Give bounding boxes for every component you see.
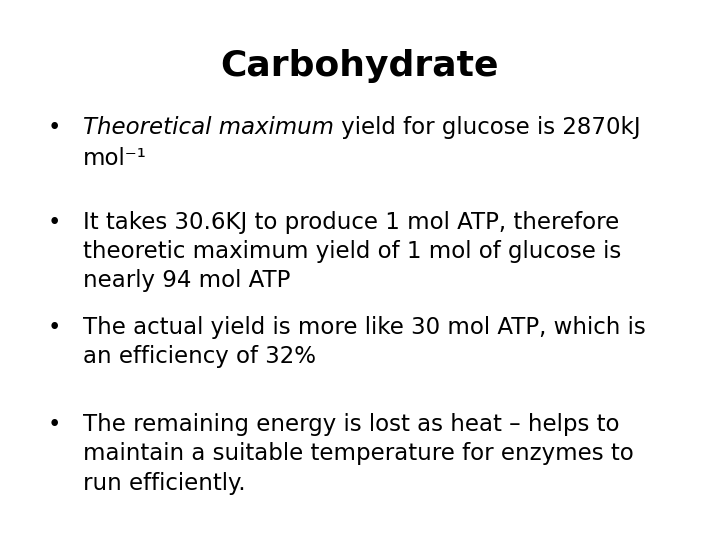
Text: It takes 30.6KJ to produce 1 mol ATP, therefore
theoretic maximum yield of 1 mol: It takes 30.6KJ to produce 1 mol ATP, th… [83,211,621,292]
Text: The actual yield is more like 30 mol ATP, which is
an efficiency of 32%: The actual yield is more like 30 mol ATP… [83,316,646,368]
Text: Carbohydrate: Carbohydrate [221,49,499,83]
Text: •: • [48,211,60,234]
Text: •: • [48,116,60,139]
Text: •: • [48,413,60,436]
Text: mol⁻¹: mol⁻¹ [83,147,147,170]
Text: Theoretical maximum: Theoretical maximum [83,116,333,139]
Text: •: • [48,316,60,339]
Text: yield for glucose is 2870kJ: yield for glucose is 2870kJ [333,116,640,139]
Text: The remaining energy is lost as heat – helps to
maintain a suitable temperature : The remaining energy is lost as heat – h… [83,413,634,495]
